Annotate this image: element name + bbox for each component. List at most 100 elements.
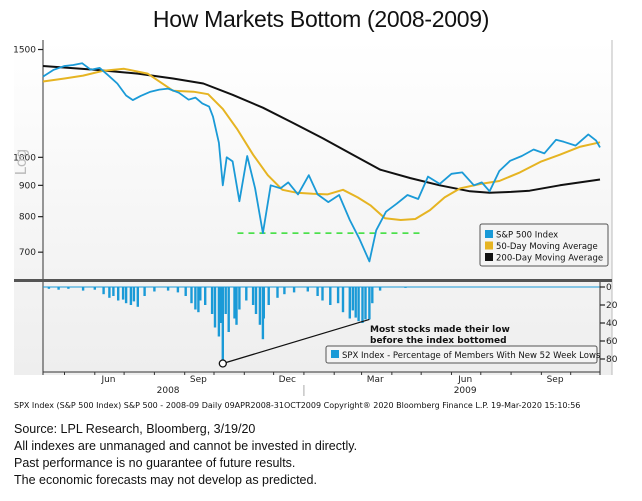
lows-bar [254, 287, 258, 314]
lows-bar [378, 287, 382, 291]
lower-y-tick-label: 0 [606, 283, 612, 293]
x-tick-label: Dec [279, 375, 296, 385]
lows-bar [316, 287, 319, 296]
y-tick-label: 1500 [13, 46, 36, 56]
panel-divider [14, 279, 612, 282]
lows-bar [329, 287, 332, 305]
lows-bar [67, 287, 70, 289]
upper-panel: 700 800 900 1000 1500 Log S&P 500 Index50-Day … [12, 40, 609, 279]
chart-title: How Markets Bottom (2008-2009) [152, 6, 490, 32]
lows-bar [221, 287, 224, 364]
y-tick-label: 700 [19, 248, 36, 258]
annotation-marker [218, 359, 227, 368]
note-source: Source: LPL Research, Bloomberg, 3/19/20 [14, 422, 256, 436]
lows-bar [267, 287, 270, 305]
lows-bar [166, 287, 170, 291]
note-indexes: All indexes are unmanaged and cannot be … [14, 439, 358, 453]
lows-bar [199, 287, 202, 301]
x-tick-label: Jun [457, 375, 472, 385]
lows-bar [47, 287, 51, 289]
upper-legend-box [479, 223, 609, 267]
lows-bar [108, 287, 111, 298]
plot-background [14, 40, 612, 375]
legend-label: S&P 500 Index [496, 231, 558, 241]
lows-bar [112, 287, 115, 296]
lows-bar [224, 287, 227, 314]
annotation-connector [222, 318, 370, 365]
lows-bar [336, 287, 340, 304]
lows-bar [197, 287, 200, 313]
lows-bar [102, 287, 105, 295]
notes: Source: LPL Research, Bloomberg, 3/19/20… [14, 421, 357, 489]
lows-bar [132, 287, 136, 302]
x-tick-label: Jun [100, 375, 115, 385]
lower-legend-box [325, 345, 598, 364]
lows-bar [57, 287, 60, 290]
x-tick-label: Sep [547, 375, 564, 385]
y-tick-label: 1000 [13, 153, 36, 163]
lower-panel: 0 20 40 60 80 Most stocks made their lowbefor… [42, 282, 618, 375]
lows-bar [371, 287, 374, 304]
lows-bar [276, 287, 279, 298]
ma200-line [42, 65, 601, 194]
x-year-label: 2008 [157, 386, 180, 396]
y-tick-label: 900 [19, 181, 36, 191]
legend-swatch [485, 230, 493, 238]
x-axis: Jun Sep Dec Mar Jun Sep 2008 2009 [43, 371, 600, 396]
lows-bar [404, 287, 407, 288]
lower-y-tick-label: 20 [606, 301, 618, 311]
note-past-performance: Past performance is no guarantee of futu… [14, 456, 296, 470]
annotation-text: Most stocks made their low [370, 325, 510, 335]
lows-bar [321, 287, 324, 301]
lows-bar [283, 287, 286, 295]
note-forecasts: The economic forecasts may not develop a… [14, 473, 317, 487]
lows-bar [204, 287, 207, 305]
y-axis-label: Log [12, 149, 30, 176]
lows-bar [348, 287, 351, 319]
lows-bar [262, 287, 265, 319]
lower-y-tick-label: 40 [606, 319, 618, 329]
legend-label: SPX Index - Percentage of Members With N… [342, 351, 601, 361]
lows-bar [194, 287, 197, 310]
lows-bar [341, 287, 345, 313]
lows-bar [153, 287, 156, 292]
lows-bar [81, 287, 85, 291]
lows-bar [233, 287, 236, 319]
legend-swatch [331, 350, 339, 358]
lows-bar [351, 287, 354, 311]
lower-y-tick-label: 80 [606, 355, 618, 365]
lows-bar [124, 287, 128, 304]
lows-bar [354, 287, 357, 318]
lows-bar [190, 287, 193, 304]
lows-bar [121, 287, 125, 300]
lows-bar [364, 287, 367, 320]
lows-bar [235, 287, 238, 325]
y-tick-label: 800 [19, 213, 36, 223]
legend-swatch [485, 253, 493, 261]
lows-bar [306, 287, 309, 292]
lows-bar [292, 287, 296, 293]
lower-y-tick-label: 60 [606, 337, 618, 347]
legend-swatch [485, 241, 493, 250]
lows-bar [227, 287, 230, 332]
lows-bar [176, 287, 180, 293]
lows-bar [368, 287, 371, 320]
lows-bar [129, 287, 133, 305]
lows-bar [251, 287, 255, 305]
lows-bar [357, 287, 360, 322]
lows-bar [143, 287, 146, 296]
lows-bar [258, 287, 262, 325]
lows-bar [93, 287, 96, 290]
sp500-line [42, 62, 601, 263]
annotation-text: before the index bottomed [370, 336, 507, 346]
lows-bar [217, 287, 221, 337]
bloomberg-footer: SPX Index (S&P 500 Index) S&P 500 - 2008… [14, 401, 580, 410]
lows-bar [245, 287, 248, 301]
lows-bar [210, 287, 214, 314]
x-tick-label: Sep [190, 375, 207, 385]
lows-bar [136, 287, 139, 307]
lows-bar [238, 287, 241, 310]
lows-bar [361, 287, 364, 323]
lows-bar [213, 287, 217, 328]
